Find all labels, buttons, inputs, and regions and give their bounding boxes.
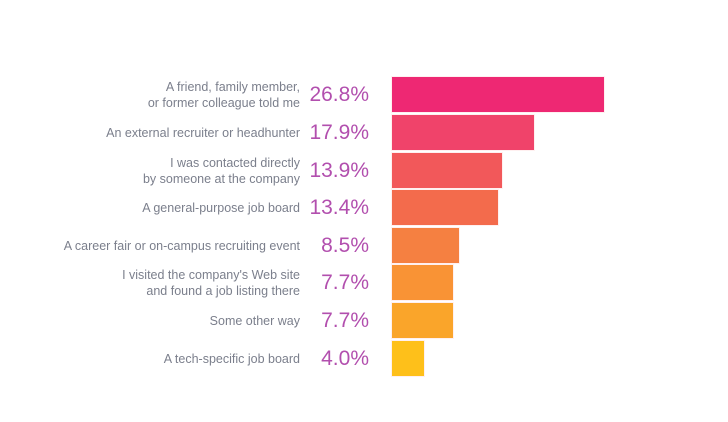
bar-row: I was contacted directly by someone at t… (0, 153, 728, 189)
category-label: I visited the company's Web site and fou… (122, 268, 300, 298)
category-label: I was contacted directly by someone at t… (142, 156, 300, 186)
bar (392, 341, 424, 376)
bar (392, 265, 453, 300)
bar-row: A general-purpose job board 13.4% (0, 190, 728, 226)
value-label: 13.4% (309, 196, 369, 219)
bar (392, 153, 502, 188)
bar-row: I visited the company's Web site and fou… (0, 265, 728, 301)
category-label: Some other way (209, 314, 300, 328)
bar-row: Some other way 7.7% (0, 303, 728, 339)
value-label: 17.9% (309, 121, 369, 144)
value-label: 8.5% (321, 234, 369, 257)
value-label: 7.7% (321, 309, 369, 332)
category-label: A career fair or on-campus recruiting ev… (63, 239, 300, 253)
bar-row: A friend, family member, or former colle… (0, 77, 728, 113)
bar-row: A career fair or on-campus recruiting ev… (0, 228, 728, 264)
bar-row: A tech-specific job board 4.0% (0, 341, 728, 377)
bar (392, 190, 498, 225)
category-label: A general-purpose job board (142, 201, 300, 215)
category-label: A friend, family member, or former colle… (147, 80, 300, 110)
value-label: 26.8% (309, 83, 369, 106)
value-label: 7.7% (321, 271, 369, 294)
category-label: A tech-specific job board (163, 352, 300, 366)
bar (392, 115, 534, 150)
value-label: 4.0% (321, 347, 369, 370)
category-label: An external recruiter or headhunter (106, 126, 300, 140)
bar (392, 303, 453, 338)
bar (392, 228, 460, 263)
bar-row: An external recruiter or headhunter 17.9… (0, 115, 728, 151)
value-label: 13.9% (309, 159, 369, 182)
bar (392, 77, 604, 112)
